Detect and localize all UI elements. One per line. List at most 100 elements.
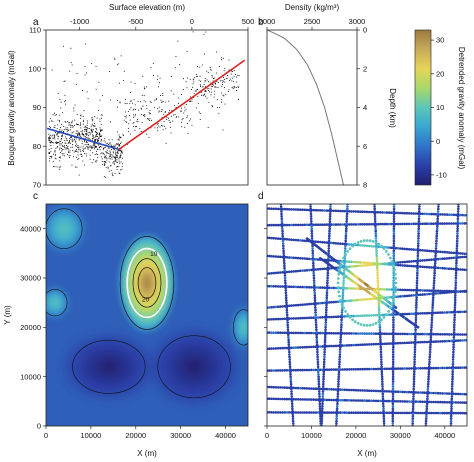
survey-point (285, 270, 289, 274)
survey-point (283, 386, 287, 389)
survey-point (347, 344, 351, 347)
survey-point (430, 328, 433, 332)
survey-point (379, 222, 382, 226)
scatter-point (120, 55, 122, 57)
scatter-point (223, 77, 224, 79)
survey-point (394, 306, 398, 309)
survey-point (421, 400, 424, 404)
survey-point (452, 401, 456, 404)
scatter-point (121, 168, 123, 170)
scatter-point (165, 127, 167, 129)
survey-point (382, 414, 386, 418)
survey-point (350, 299, 353, 302)
survey-point (368, 323, 372, 327)
scatter-point (114, 156, 116, 158)
survey-point (385, 332, 389, 336)
survey-point (421, 340, 424, 344)
survey-point (431, 296, 435, 300)
survey-point (287, 386, 291, 390)
survey-point (387, 246, 391, 249)
scatter-point (164, 112, 166, 113)
survey-point (290, 317, 293, 320)
scatter-point (64, 121, 66, 122)
survey-point (321, 397, 325, 401)
survey-point (359, 367, 362, 371)
survey-point (371, 323, 375, 326)
survey-point (316, 302, 320, 305)
scatter-point (65, 100, 67, 101)
scatter-point (194, 77, 196, 79)
scatter-point (169, 121, 171, 123)
survey-point (407, 212, 411, 215)
survey-point (434, 257, 437, 260)
survey-point (283, 276, 287, 280)
survey-point (301, 316, 304, 320)
scatter-point (54, 151, 56, 153)
scatter-point (183, 78, 184, 80)
survey-point (281, 227, 284, 230)
survey-point (337, 368, 341, 371)
scatter-point (210, 88, 212, 90)
survey-point (381, 395, 385, 398)
survey-point (441, 311, 444, 314)
survey-point (407, 248, 411, 251)
survey-point (427, 411, 431, 415)
scatter-point (114, 59, 116, 61)
survey-point (352, 210, 356, 213)
survey-point (392, 298, 395, 302)
survey-point (336, 392, 340, 396)
scatter-point (96, 150, 97, 152)
survey-point (335, 414, 339, 418)
survey-point (270, 284, 273, 288)
survey-point (285, 238, 289, 241)
scatter-point (222, 129, 224, 131)
survey-point (430, 323, 433, 327)
scatter-point (63, 153, 65, 155)
scatter-point (234, 86, 235, 88)
survey-point (380, 375, 384, 379)
scatter-point (103, 147, 105, 149)
survey-point (267, 347, 271, 351)
survey-point (431, 301, 435, 305)
scatter-point (70, 138, 72, 140)
survey-point (354, 368, 358, 371)
scatter-point (139, 128, 141, 130)
survey-point (299, 285, 302, 289)
survey-point (379, 211, 382, 214)
survey-point (451, 377, 454, 381)
survey-point (322, 370, 326, 374)
scatter-point (48, 133, 50, 135)
survey-point (303, 223, 307, 227)
scatter-point (231, 87, 233, 89)
survey-point (276, 331, 280, 335)
scatter-point (113, 162, 115, 164)
scatter-point (59, 147, 61, 149)
scatter-point (89, 154, 91, 156)
y-tick-label: 90 (33, 103, 41, 112)
survey-point (321, 240, 324, 244)
survey-point (441, 222, 444, 225)
scatter-point (142, 105, 144, 107)
scatter-point (60, 101, 62, 103)
scatter-point (110, 154, 112, 156)
scatter-point (221, 99, 223, 100)
survey-point (359, 411, 362, 415)
scatter-point (84, 136, 86, 137)
survey-point (343, 315, 347, 318)
y-tick-label: 100 (28, 64, 41, 73)
survey-point (371, 240, 375, 243)
survey-point (312, 279, 316, 282)
survey-point (312, 411, 316, 414)
survey-point (310, 398, 313, 401)
survey-point (416, 341, 420, 344)
scatter-point (64, 94, 66, 96)
scatter-point (110, 151, 111, 153)
survey-point (280, 212, 283, 216)
survey-point (367, 261, 371, 265)
scatter-point (108, 148, 110, 149)
survey-point (303, 316, 307, 320)
survey-point (312, 331, 316, 335)
survey-point (279, 305, 282, 308)
survey-point (326, 276, 329, 280)
survey-point (345, 287, 349, 290)
